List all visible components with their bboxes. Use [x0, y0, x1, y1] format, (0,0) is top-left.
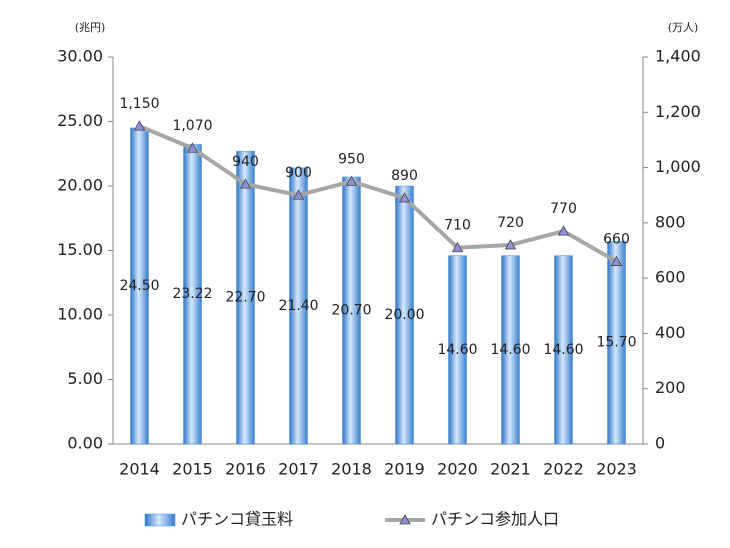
line-value-label: 940 [232, 154, 259, 170]
line-marker [398, 192, 411, 203]
bar [395, 185, 414, 445]
line-marker [451, 241, 464, 253]
line-value-label: 720 [497, 215, 524, 231]
bar-value-label: 14.60 [437, 342, 477, 358]
line-value-label: 950 [338, 151, 365, 167]
x-tick-label: 2016 [225, 460, 266, 479]
line-value-label: 710 [444, 218, 471, 234]
x-tick-label: 2021 [490, 460, 531, 479]
line-marker [610, 255, 623, 266]
bar-value-label: 14.60 [543, 342, 583, 358]
y2-tick-label: 200 [655, 378, 686, 397]
legend-label: パチンコ貸玉料 [181, 510, 293, 529]
y-unit: (兆円) [75, 21, 106, 34]
line [138, 124, 618, 264]
y-tick-label: 10.00 [57, 305, 103, 324]
line-value-label: 900 [285, 165, 312, 181]
y2-unit: (万人) [668, 21, 699, 34]
line-value-label: 770 [550, 201, 577, 217]
y2-tick-label: 0 [655, 434, 665, 453]
y-tick-label: 5.00 [67, 369, 103, 388]
y2-tick-label: 800 [655, 212, 686, 231]
bar-value-label: 21.40 [278, 298, 318, 314]
x-tick-label: 2023 [596, 460, 637, 479]
bar-value-label: 20.70 [331, 302, 371, 318]
x-tick-label: 2015 [172, 460, 213, 479]
y2-tick-label: 1,000 [655, 157, 701, 176]
line-marker [239, 178, 252, 189]
bar [448, 255, 467, 445]
bar-value-label: 24.50 [119, 278, 159, 294]
line-value-label: 890 [391, 168, 418, 184]
bar [607, 241, 626, 445]
bar-value-label: 15.70 [596, 335, 636, 351]
x-tick-label: 2014 [119, 460, 160, 479]
bar [236, 150, 255, 445]
line-marker [557, 225, 570, 236]
bar-value-label: 22.70 [225, 290, 265, 306]
y2-tick-label: 600 [655, 268, 686, 287]
y2-tick-label: 1,200 [655, 102, 701, 121]
line-marker [133, 120, 146, 131]
line-value-label: 1,150 [119, 96, 159, 112]
x-tick-label: 2022 [543, 460, 584, 479]
bar-value-label: 20.00 [384, 307, 424, 323]
y-tick-label: 15.00 [57, 240, 103, 259]
legend-marker [399, 514, 411, 525]
bar [501, 255, 520, 445]
line-marker [186, 142, 199, 153]
bar-value-label: 14.60 [490, 342, 530, 358]
y2-tick-label: 1,400 [655, 47, 701, 66]
line-marker [345, 175, 358, 186]
y2-tick-label: 400 [655, 323, 686, 342]
x-tick-label: 2020 [437, 460, 478, 479]
bar-value-label: 23.22 [172, 286, 212, 302]
y-tick-label: 0.00 [67, 434, 103, 453]
line-value-label: 660 [603, 232, 630, 248]
y-tick-label: 20.00 [57, 176, 103, 195]
y-tick-label: 25.00 [57, 111, 103, 130]
bar [554, 255, 573, 445]
x-tick-label: 2018 [331, 460, 372, 479]
x-tick-label: 2017 [278, 460, 319, 479]
x-tick-label: 2019 [384, 460, 425, 479]
legend-label: パチンコ参加人口 [431, 510, 559, 529]
legend-swatch [144, 513, 176, 527]
line-marker [504, 239, 517, 250]
bar [289, 167, 308, 445]
y-tick-label: 30.00 [57, 47, 103, 66]
line-marker [292, 189, 305, 200]
line-value-label: 1,070 [172, 118, 212, 134]
